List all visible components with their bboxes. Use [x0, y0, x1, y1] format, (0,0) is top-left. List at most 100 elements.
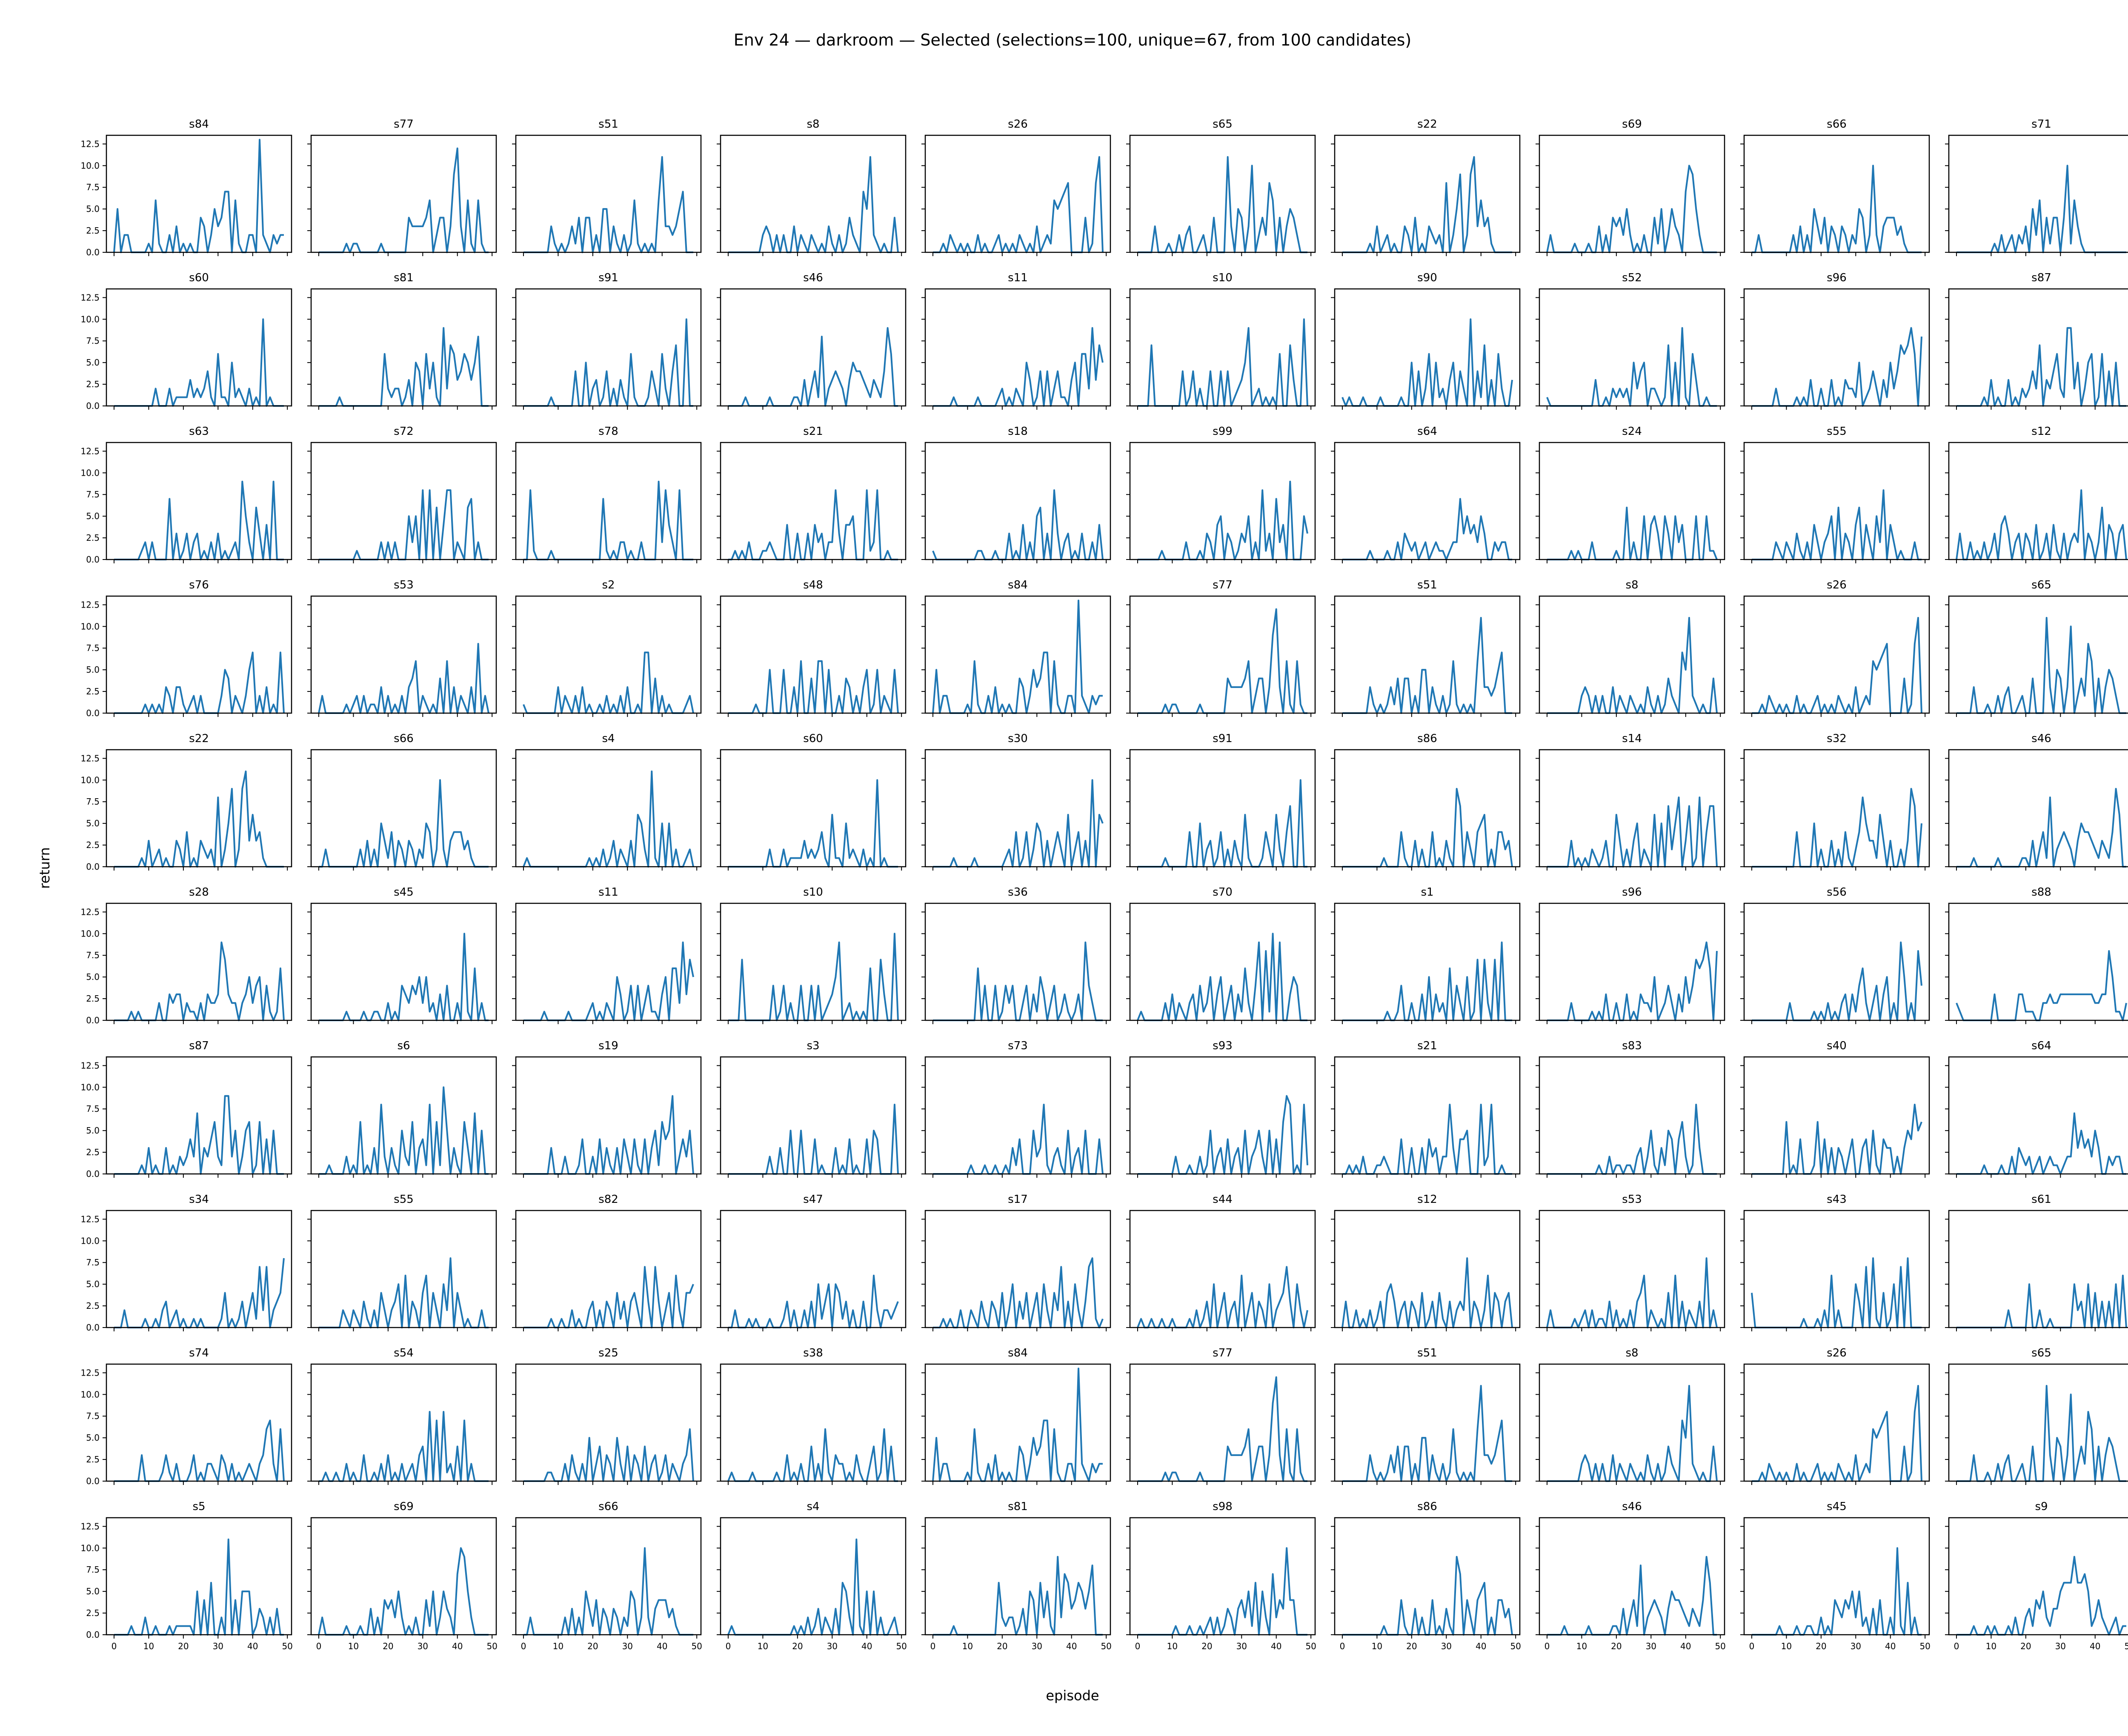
- x-tick-label: 50: [282, 1641, 292, 1651]
- subplot-panel: s81: [307, 271, 497, 410]
- y-tick-label: 10.0: [80, 621, 100, 631]
- series-line: [1342, 941, 1512, 1021]
- y-tick-label: 5.0: [86, 665, 100, 675]
- subplot-panel: s55: [307, 1193, 497, 1331]
- series-line: [523, 651, 694, 714]
- series-line: [523, 480, 693, 560]
- subplot-title: s47: [803, 1193, 823, 1206]
- plot-frame: [1743, 1056, 1930, 1175]
- subplot-title: s66: [598, 1500, 618, 1513]
- subplot-title: s46: [803, 271, 823, 284]
- subplot-panel: s87: [1945, 271, 2128, 410]
- plot-frame: [1539, 134, 1725, 253]
- subplot-panel: s70: [1126, 886, 1316, 1024]
- x-tick-label: 50: [1715, 1641, 1725, 1651]
- series-line: [1752, 1547, 1922, 1636]
- subplot-panel: s69 0 10 20 30 40 50: [307, 1500, 498, 1651]
- subplot-title: s84: [189, 118, 209, 131]
- subplot-panel: s22: [1331, 118, 1521, 256]
- series-line: [1138, 318, 1308, 407]
- plot-frame: [1334, 1363, 1521, 1482]
- plot-frame: [1948, 595, 2128, 714]
- subplot-title: s36: [1008, 886, 1028, 899]
- subplot-panel: s91: [512, 271, 702, 410]
- series-line: [933, 327, 1104, 407]
- subplot-panel: s65: [1126, 118, 1316, 256]
- series-line: [1752, 1385, 1922, 1482]
- x-tick-label: 40: [657, 1641, 667, 1651]
- subplot-title: s14: [1622, 732, 1642, 745]
- subplot-title: s10: [1213, 271, 1233, 284]
- x-tick-label: 10: [143, 1641, 154, 1651]
- subplot-title: s74: [189, 1347, 209, 1359]
- subplot-panel: s72: [307, 425, 497, 563]
- subplot-title: s76: [189, 579, 209, 591]
- subplot-title: s91: [598, 271, 618, 284]
- subplot-panel: s9 0 10 20 30 40 50: [1945, 1500, 2128, 1651]
- series-line: [1342, 788, 1513, 868]
- plot-frame: [1334, 134, 1521, 253]
- x-tick-label: 40: [1680, 1641, 1691, 1651]
- y-tick-label: 2.5: [86, 840, 100, 850]
- plot-frame: [515, 1363, 702, 1482]
- plot-frame: [310, 1056, 497, 1175]
- plot-frame: [106, 442, 292, 560]
- subplot-title: s12: [2031, 425, 2051, 438]
- subplot-title: s71: [2031, 118, 2051, 131]
- y-tick-label: 2.5: [86, 1147, 100, 1157]
- series-line: [933, 779, 1104, 868]
- series-line: [728, 156, 899, 253]
- x-tick-label: 30: [213, 1641, 223, 1651]
- series-line: [523, 1547, 693, 1636]
- y-tick-label: 7.5: [86, 1104, 100, 1114]
- series-line: [933, 156, 1104, 253]
- plot-frame: [515, 595, 702, 714]
- subplot-panel: s32: [1740, 732, 1930, 871]
- series-line: [932, 600, 1103, 714]
- subplot-panel: s82: [512, 1193, 702, 1331]
- plot-frame: [515, 1056, 702, 1175]
- y-tick-label: 12.5: [80, 1521, 100, 1531]
- subplot-title: s86: [1417, 1500, 1437, 1513]
- plot-frame: [515, 442, 702, 560]
- subplot-panel: s30: [921, 732, 1111, 871]
- y-tick-label: 10.0: [80, 1389, 100, 1399]
- x-tick-label: 50: [486, 1641, 497, 1651]
- plot-frame: [1129, 442, 1316, 560]
- subplot-title: s63: [189, 425, 209, 438]
- plot-frame: [310, 1517, 497, 1636]
- series-line: [114, 1419, 285, 1482]
- y-tick-label: 7.5: [86, 797, 100, 807]
- series-line: [728, 1104, 899, 1175]
- y-tick-label: 0.0: [86, 1169, 100, 1179]
- y-tick-label: 7.5: [86, 1257, 100, 1268]
- subplot-title: s98: [1213, 1500, 1233, 1513]
- y-tick-label: 10.0: [80, 775, 100, 785]
- plot-frame: [1948, 902, 2128, 1021]
- series-line: [523, 941, 694, 1021]
- x-tick-label: 10: [962, 1641, 973, 1651]
- subplot-panel: s8: [1536, 1347, 1725, 1485]
- y-tick-label: 12.5: [80, 1214, 100, 1224]
- subplot-panel: s5 0.0 2.5 5.0 7.5 10.0 12.5 0 10 20 30 40 50: [80, 1500, 292, 1651]
- subplot-title: s73: [1008, 1039, 1028, 1052]
- plot-frame: [106, 749, 292, 868]
- subplot-title: s8: [1625, 1347, 1638, 1359]
- subplot-title: s30: [1008, 732, 1028, 745]
- subplot-panel: s86 0 10 20 30 40 50: [1331, 1500, 1521, 1651]
- subplot-panel: s26: [1740, 579, 1930, 717]
- subplot-title: s87: [189, 1039, 209, 1052]
- plot-frame: [106, 595, 292, 714]
- x-tick-label: 0: [1749, 1641, 1755, 1651]
- series-line: [1956, 489, 2127, 560]
- plot-frame: [1539, 288, 1725, 407]
- series-line: [1342, 1385, 1512, 1482]
- plot-frame: [310, 288, 497, 407]
- series-line: [1342, 1556, 1513, 1636]
- series-line: [1546, 165, 1717, 253]
- plot-frame: [1948, 134, 2128, 253]
- plot-frame: [924, 134, 1111, 253]
- subplot-title: s22: [1417, 118, 1437, 131]
- series-line: [523, 770, 694, 868]
